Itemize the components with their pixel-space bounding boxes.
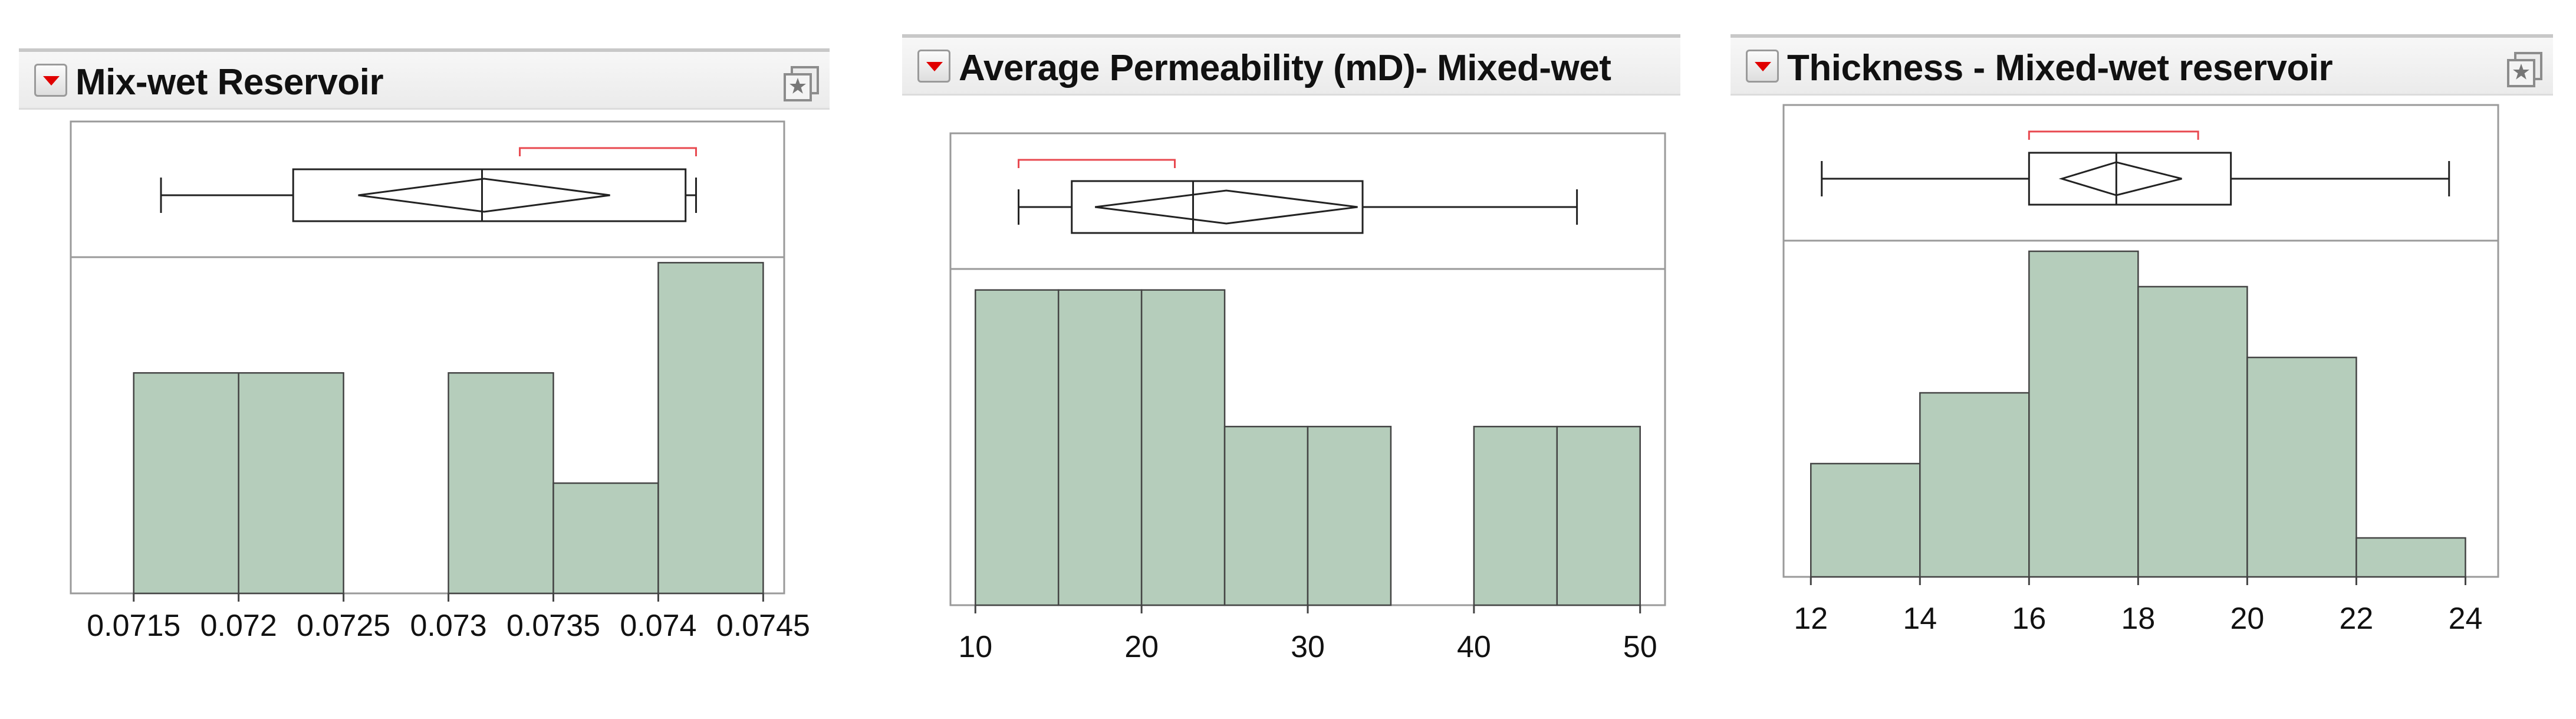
red-triangle-menu-icon[interactable] — [34, 64, 67, 97]
mean-diamond — [358, 178, 610, 213]
histogram-bar-5 — [552, 482, 659, 595]
x-tick-label: 22 — [2340, 602, 2374, 636]
panel-header: Average Permeability (mD)- Mixed-wet — [902, 34, 1680, 96]
x-axis: 10 20 30 40 50 — [958, 605, 1657, 664]
x-tick-label: 16 — [2012, 602, 2046, 636]
panel-mix-wet-reservoir: Mix-wet Reservoir 0.0715 0.072 0.0725 0.073… — [19, 48, 830, 694]
mean-diamond — [2058, 161, 2182, 196]
panel-header: Mix-wet Reservoir — [19, 48, 830, 110]
star-options-icon[interactable] — [781, 64, 821, 104]
x-tick-label: 20 — [1124, 630, 1159, 664]
x-tick-label: 0.0715 — [87, 609, 180, 643]
shortest-half-bracket — [519, 147, 698, 156]
red-triangle-menu-icon[interactable] — [917, 50, 950, 83]
histogram-bar-7 — [1473, 425, 1558, 606]
quartile-box — [292, 168, 687, 222]
histogram-bar-6 — [657, 262, 764, 595]
x-tick-label: 12 — [1794, 602, 1828, 636]
red-triangle-menu-icon[interactable] — [1746, 50, 1779, 83]
x-tick-label: 20 — [2230, 602, 2264, 636]
x-axis: 12 14 16 18 20 22 24 — [1794, 577, 2482, 636]
quartile-box — [2028, 152, 2232, 206]
histogram-bar-6 — [2355, 537, 2466, 578]
shortest-half-bracket — [2028, 130, 2199, 140]
x-tick-label: 30 — [1291, 630, 1325, 664]
histogram-bar-4 — [448, 372, 554, 595]
x-tick-label: 40 — [1457, 630, 1491, 664]
chart-area: 0.0715 0.072 0.0725 0.073 0.0735 0.074 0.0745 — [70, 120, 810, 643]
panel-title: Average Permeability (mD)- Mixed-wet — [959, 48, 1611, 88]
histogram-bar-2 — [1057, 289, 1143, 606]
histogram-bar-3 — [2028, 250, 2139, 578]
histogram-bar-3 — [1140, 289, 1226, 606]
x-axis: 0.0715 0.072 0.0725 0.073 0.0735 0.074 0.0745 — [87, 593, 810, 643]
box-plot-frame — [70, 120, 785, 258]
shortest-half-bracket — [1018, 159, 1176, 168]
panel-title: Mix-wet Reservoir — [75, 62, 384, 103]
x-tick-label: 0.073 — [410, 609, 487, 643]
histogram-bar-1 — [133, 372, 239, 595]
x-tick-label: 0.074 — [620, 609, 696, 643]
x-tick-label: 50 — [1623, 630, 1657, 664]
x-tick-label: 24 — [2449, 602, 2483, 636]
x-tick-label: 0.072 — [200, 609, 277, 643]
histogram-bar-8 — [1556, 425, 1641, 606]
panel-average-permeability: Average Permeability (mD)- Mixed-wet 10 2… — [902, 34, 1680, 704]
x-tick-label: 0.0735 — [506, 609, 600, 643]
panel-thickness: Thickness - Mixed-wet reservoir 12 14 16 18… — [1731, 34, 2553, 677]
chart-area: 12 14 16 18 20 22 24 — [1782, 104, 2499, 636]
histogram-bar-2 — [238, 372, 344, 595]
x-tick-label: 0.0745 — [716, 609, 810, 643]
histogram-bar-5 — [2246, 356, 2357, 578]
quartile-box — [1071, 180, 1364, 234]
star-options-icon[interactable] — [2505, 50, 2545, 90]
x-tick-label: 0.0725 — [297, 609, 390, 643]
histogram-bar-4 — [2137, 285, 2248, 578]
histogram-bar-4 — [1223, 425, 1309, 606]
chart-area: 10 20 30 40 50 — [949, 132, 1666, 664]
x-tick-label: 14 — [1903, 602, 1937, 636]
x-tick-label: 18 — [2121, 602, 2155, 636]
box-plot-frame — [1782, 104, 2499, 242]
mean-diamond — [1095, 189, 1358, 225]
x-tick-label: 10 — [958, 630, 992, 664]
histogram-bar-5 — [1307, 425, 1392, 606]
panel-title: Thickness - Mixed-wet reservoir — [1787, 48, 2333, 88]
histogram-bar-1 — [1810, 462, 1921, 578]
histogram-bar-1 — [975, 289, 1060, 606]
histogram-bar-2 — [1919, 392, 2030, 578]
panel-header: Thickness - Mixed-wet reservoir — [1731, 34, 2553, 96]
